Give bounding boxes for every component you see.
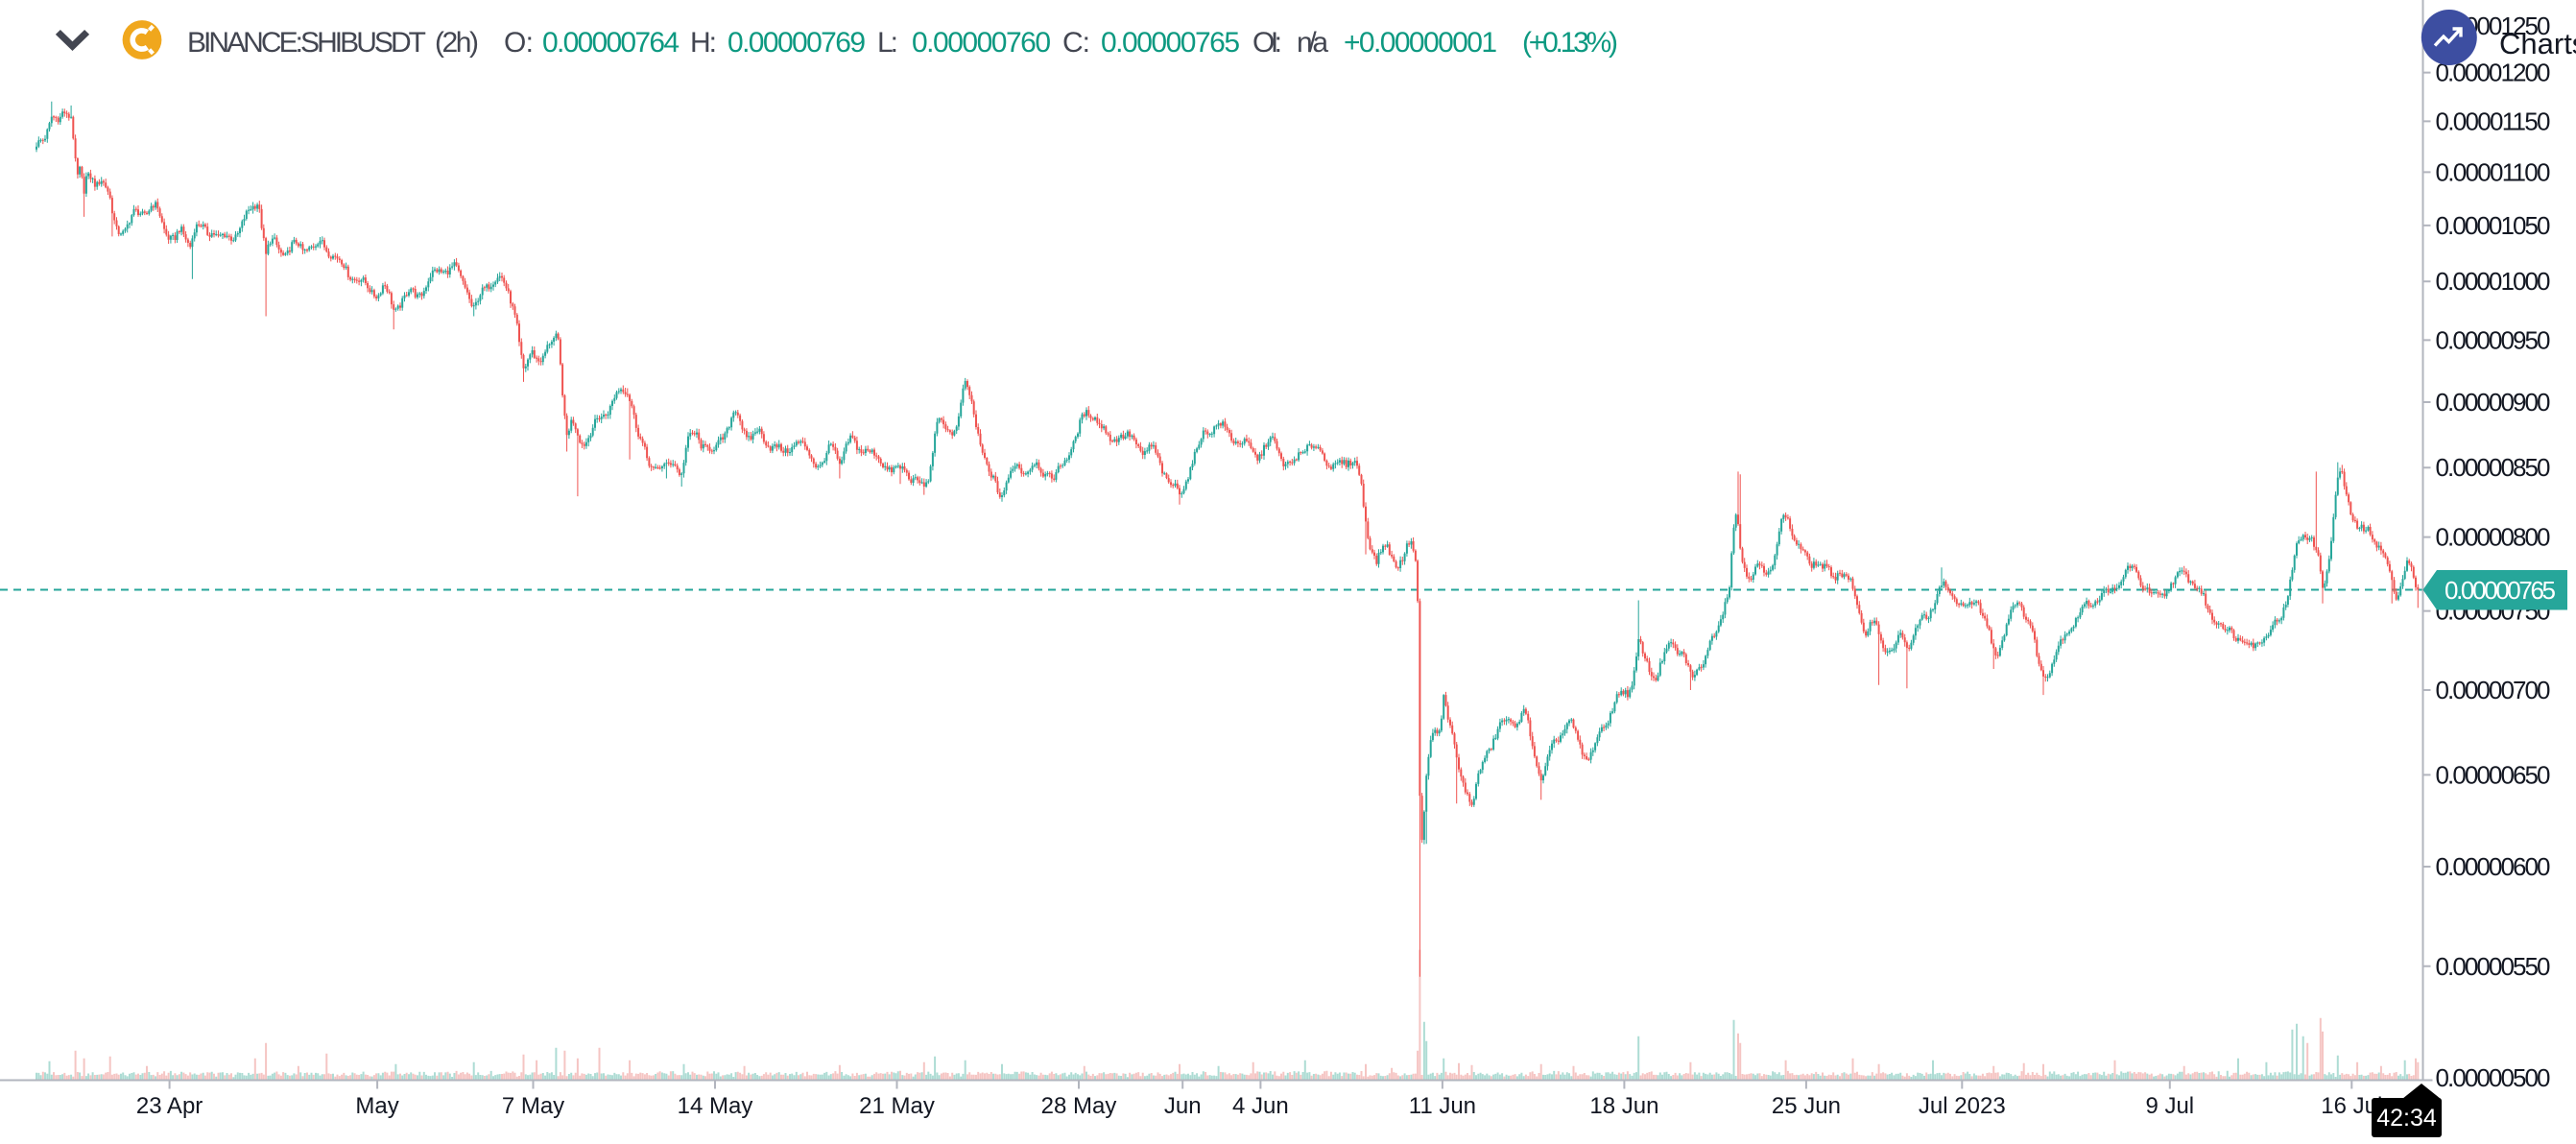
- svg-text:28 May: 28 May: [1041, 1093, 1117, 1119]
- svg-text:0.00001000: 0.00001000: [2436, 267, 2551, 296]
- svg-text:0.00000760: 0.00000760: [912, 27, 1051, 59]
- svg-text:7 May: 7 May: [502, 1093, 564, 1119]
- svg-text:18 Jun: 18 Jun: [1589, 1093, 1658, 1119]
- svg-text:BINANCE:SHIBUSDT: BINANCE:SHIBUSDT: [187, 27, 426, 59]
- svg-text:OI:: OI:: [1252, 27, 1282, 59]
- svg-text:42:34: 42:34: [2376, 1105, 2437, 1132]
- svg-text:(+0.13%): (+0.13%): [1522, 27, 1618, 59]
- svg-text:21 May: 21 May: [859, 1093, 935, 1119]
- svg-text:0.00000600: 0.00000600: [2436, 852, 2551, 881]
- svg-text:0.00001100: 0.00001100: [2436, 157, 2551, 186]
- svg-text:Jun: Jun: [1164, 1093, 1202, 1119]
- svg-text:25 Jun: 25 Jun: [1772, 1093, 1841, 1119]
- svg-text:4 Jun: 4 Jun: [1232, 1093, 1289, 1119]
- svg-text:23 Apr: 23 Apr: [136, 1093, 203, 1119]
- svg-text:H:: H:: [690, 27, 717, 59]
- svg-text:0.00000800: 0.00000800: [2436, 523, 2551, 552]
- svg-text:+0.00000001: +0.00000001: [1344, 27, 1497, 59]
- svg-text:0.00000900: 0.00000900: [2436, 388, 2551, 417]
- svg-text:May: May: [355, 1093, 398, 1119]
- svg-text:(2h): (2h): [435, 27, 479, 59]
- svg-text:0.00000500: 0.00000500: [2436, 1063, 2551, 1092]
- svg-text:0.00001050: 0.00001050: [2436, 211, 2551, 240]
- svg-text:0.00000764: 0.00000764: [542, 27, 680, 59]
- svg-text:O:: O:: [504, 27, 534, 59]
- svg-text:C:: C:: [1062, 27, 1090, 59]
- svg-text:0.00000550: 0.00000550: [2436, 952, 2551, 981]
- svg-text:0.00000650: 0.00000650: [2436, 760, 2551, 789]
- svg-text:0.00000850: 0.00000850: [2436, 453, 2551, 482]
- svg-text:0.00000765: 0.00000765: [2445, 576, 2556, 605]
- svg-text:0.00000700: 0.00000700: [2436, 676, 2551, 704]
- svg-text:0.00000765: 0.00000765: [1101, 27, 1240, 59]
- svg-text:11 Jun: 11 Jun: [1409, 1093, 1476, 1119]
- svg-text:Jul 2023: Jul 2023: [1919, 1093, 2006, 1119]
- svg-text:0.00000769: 0.00000769: [727, 27, 866, 59]
- svg-text:L:: L:: [877, 27, 898, 59]
- svg-text:Charts b: Charts b: [2499, 27, 2576, 60]
- svg-text:0.00000950: 0.00000950: [2436, 325, 2551, 354]
- svg-text:n/a: n/a: [1297, 27, 1328, 59]
- svg-text:9 Jul: 9 Jul: [2145, 1093, 2194, 1119]
- svg-text:0.00001150: 0.00001150: [2436, 107, 2551, 135]
- svg-text:14 May: 14 May: [678, 1093, 753, 1119]
